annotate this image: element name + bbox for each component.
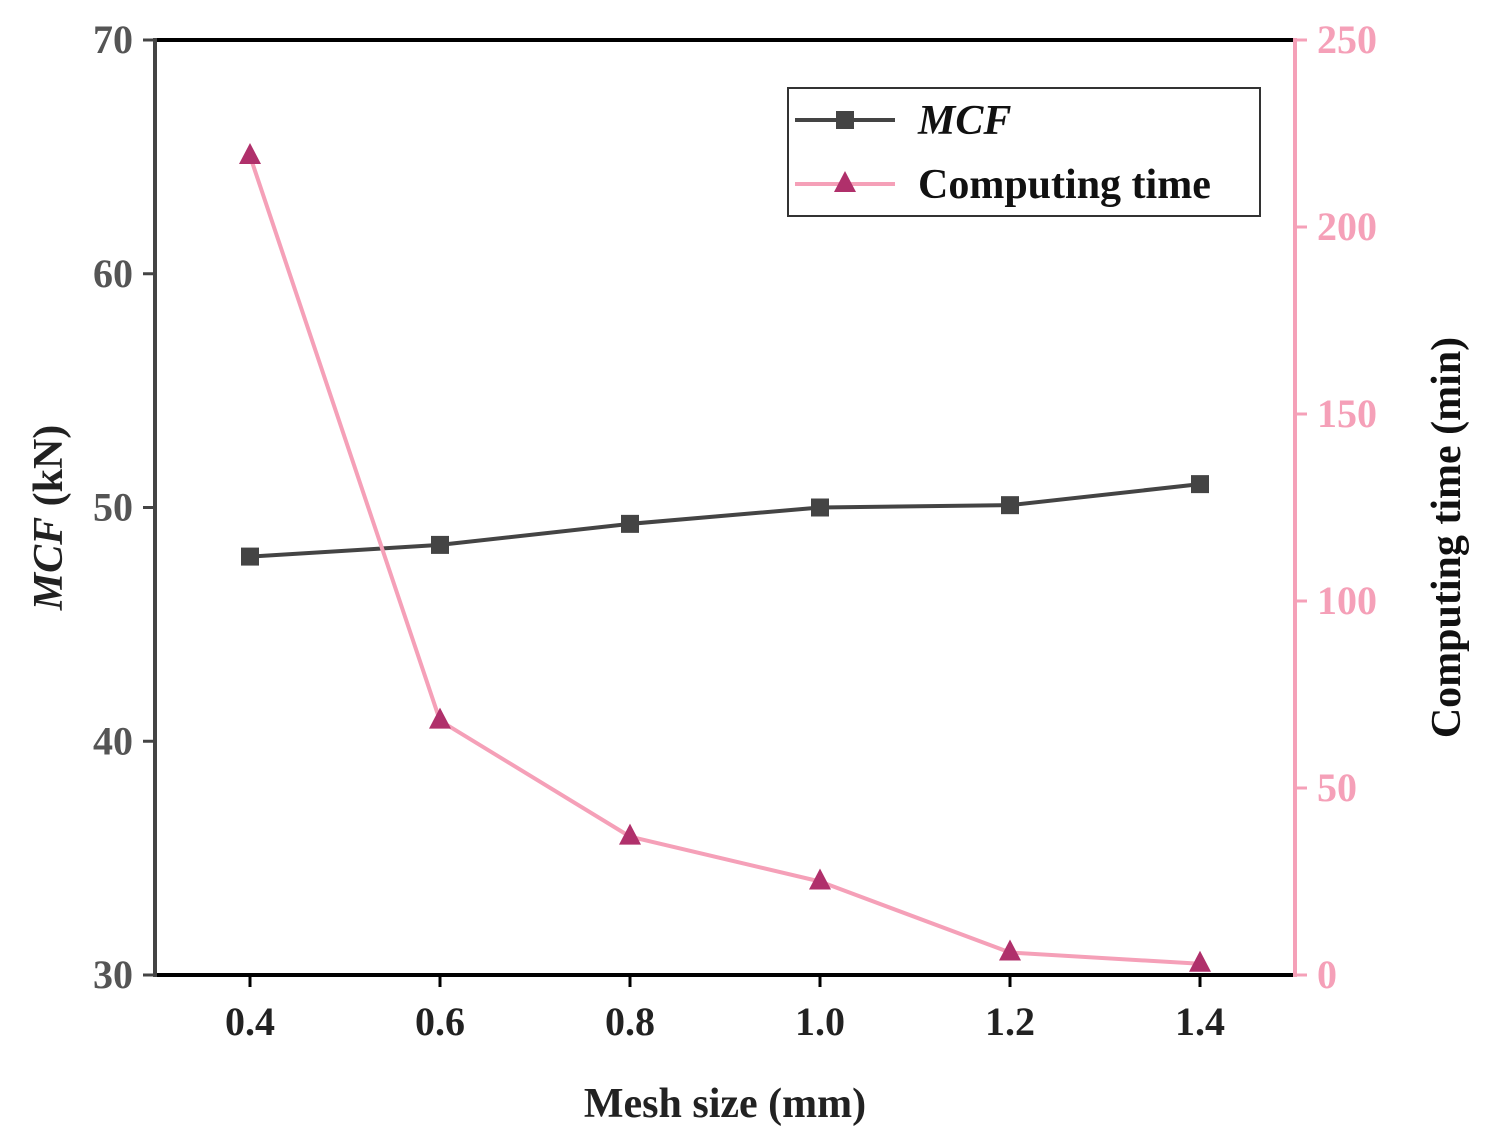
x-tick-label: 0.6 — [415, 999, 465, 1044]
data-point-computing-time — [1189, 950, 1211, 972]
y-right-tick-label: 200 — [1317, 204, 1377, 249]
y-right-tick-label: 250 — [1317, 17, 1377, 62]
y-right-tick-label: 50 — [1317, 765, 1357, 810]
x-tick-label: 1.4 — [1175, 999, 1225, 1044]
y-right-axis-title: Computing time (min) — [1424, 337, 1470, 738]
data-point-computing-time — [999, 939, 1021, 961]
y-left-tick-label: 30 — [93, 952, 133, 997]
axes-layer: 0.4 0.6 0.8 1.0 1.2 1.4 30 40 50 60 70 0 50 100 150 200… — [93, 17, 1377, 1044]
data-point-computing-time — [239, 142, 261, 164]
y-right-tick-label: 0 — [1317, 952, 1337, 997]
y-right-tick-label: 150 — [1317, 391, 1377, 436]
legend-marker-triangle — [834, 171, 856, 192]
y-left-axis-title: MCF (kN) — [26, 425, 72, 612]
x-axis-title: Mesh size (mm) — [584, 1081, 866, 1127]
x-tick-label: 1.0 — [795, 999, 845, 1044]
x-tick-label: 1.2 — [985, 999, 1035, 1044]
data-point-mcf — [1001, 496, 1019, 515]
legend-label-mcf: MCF — [917, 98, 1011, 144]
data-point-mcf — [1191, 475, 1209, 494]
series-layer — [239, 142, 1211, 972]
y-left-axis-title-italic: MCF — [26, 517, 72, 611]
y-right-tick-label: 100 — [1317, 578, 1377, 623]
data-point-computing-time — [429, 707, 451, 729]
y-left-tick-label: 50 — [93, 485, 133, 530]
series-line-mcf — [249, 482, 1201, 559]
data-point-mcf — [811, 498, 829, 517]
data-point-mcf — [241, 547, 259, 566]
y-left-tick-label: 70 — [93, 17, 133, 62]
legend-label-computing-time: Computing time — [918, 162, 1211, 208]
legend-marker-square — [836, 111, 854, 129]
data-point-mcf — [431, 535, 449, 554]
legend-box — [787, 87, 1261, 217]
data-point-mcf — [621, 514, 639, 533]
x-tick-label: 0.8 — [605, 999, 655, 1044]
y-left-tick-label: 60 — [93, 251, 133, 296]
x-tick-label: 0.4 — [225, 999, 275, 1044]
legend: MCF Computing time — [787, 87, 1261, 217]
data-point-computing-time — [619, 823, 641, 845]
y-left-axis-title-unit: (kN) — [26, 425, 72, 517]
data-point-computing-time — [809, 868, 831, 890]
y-left-tick-label: 40 — [93, 718, 133, 763]
series-line-computing-time — [248, 155, 1201, 966]
